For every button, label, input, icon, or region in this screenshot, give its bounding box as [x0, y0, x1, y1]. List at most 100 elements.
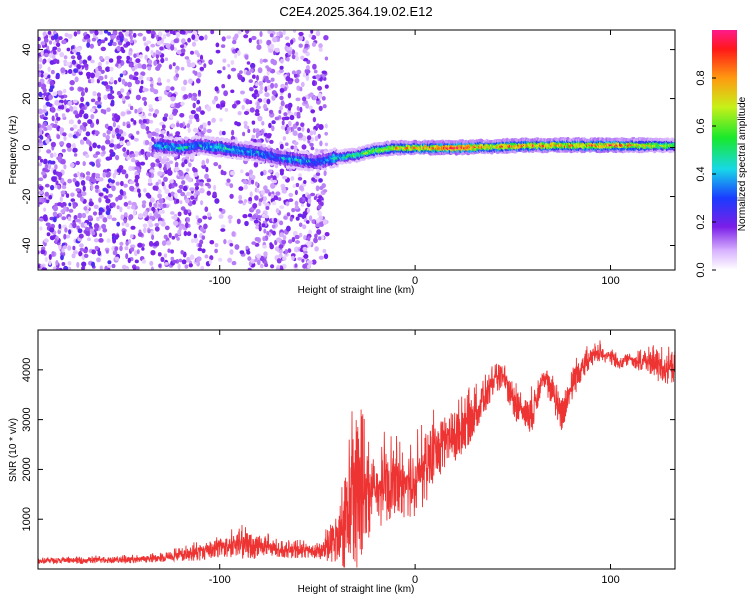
spectrogram-noise-cell [147, 132, 153, 139]
spectrogram-noise-cell [281, 120, 285, 126]
spectrogram-noise-cell [271, 125, 275, 132]
spectrogram-noise-cell [180, 101, 185, 106]
spectrogram-noise-cell [125, 253, 129, 260]
spectrogram-noise-cell [41, 267, 46, 270]
spectrogram-noise-cell [169, 179, 174, 184]
spectrogram-noise-cell [298, 35, 304, 41]
spectrogram-noise-cell [54, 164, 58, 170]
spectrogram-noise-cell [91, 231, 96, 236]
spectrogram-noise-cell [249, 191, 253, 198]
spectrogram-noise-cell [219, 118, 223, 122]
spectrogram-noise-cell [138, 54, 143, 59]
spectrogram-noise-cell [119, 206, 123, 213]
spectrogram-noise-cell [121, 30, 127, 33]
spectrogram-noise-cell [102, 150, 106, 155]
spectrogram-noise-cell [49, 227, 55, 233]
spectrogram-noise-cell [152, 242, 158, 247]
spectrogram-noise-cell [51, 160, 56, 165]
spectrogram-noise-cell [97, 65, 102, 72]
spectrogram-noise-cell [70, 198, 76, 203]
spectrogram-noise-cell [260, 190, 266, 195]
spectrogram-noise-cell [103, 94, 108, 101]
spectrogram-noise-cell [172, 108, 179, 114]
spectrogram-noise-cell [256, 44, 262, 50]
spectrogram-noise-cell [111, 185, 116, 192]
spectrogram-noise-cell [83, 248, 88, 254]
spectrogram-noise-cell [70, 55, 76, 60]
spectrogram-noise-cell [48, 254, 52, 260]
spectrogram-noise-cell [283, 112, 288, 117]
spectrogram-noise-cell [91, 37, 96, 42]
spectrogram-noise-cell [116, 45, 121, 52]
spectrogram-noise-cell [61, 104, 65, 110]
spectrogram-noise-cell [174, 166, 180, 172]
spectrogram-noise-cell [118, 77, 122, 83]
spectrogram-noise-cell [85, 171, 91, 176]
spectrogram-noise-cell [162, 116, 168, 122]
spectrogram-noise-cell [279, 34, 283, 38]
spectrogram-noise-cell [131, 153, 136, 158]
spectrogram-noise-cell [252, 74, 256, 79]
spectrogram-noise-cell [105, 156, 111, 161]
spectrogram-noise-cell [308, 33, 313, 38]
spectrogram-noise-cell [279, 232, 285, 238]
spectrogram-noise-cell [295, 216, 300, 221]
spectrogram-noise-cell [258, 201, 262, 207]
spectrogram-noise-cell [92, 153, 98, 159]
spectrogram-noise-cell [80, 140, 85, 145]
spectrogram-noise-cell [150, 230, 154, 236]
spectrogram-noise-cell [150, 266, 154, 270]
spectrogram-noise-cell [102, 217, 108, 223]
spectrogram-noise-cell [90, 72, 95, 79]
spectrogram-noise-cell [174, 161, 179, 167]
spectrogram-noise-cell [57, 184, 61, 190]
spectrogram-noise-cell [220, 224, 226, 229]
spectrogram-noise-cell [199, 181, 204, 187]
spectrogram-noise-cell [137, 188, 141, 193]
spectrogram-noise-cell [100, 108, 105, 114]
spectrogram-noise-cell [43, 73, 47, 79]
spectrogram-noise-cell [269, 33, 274, 38]
spectrogram-noise-cell [220, 44, 226, 48]
spectrogram-noise-cell [98, 197, 102, 203]
spectrogram-noise-cell [298, 173, 302, 178]
spectrogram-noise-cell [71, 59, 77, 65]
spectrogram-noise-cell [186, 256, 191, 263]
spectrogram-noise-cell [187, 177, 193, 183]
spectrogram-noise-cell [229, 183, 234, 189]
spectrogram-noise-cell [239, 250, 245, 255]
spectrogram-noise-cell [62, 132, 67, 137]
spectrogram-noise-cell [301, 258, 305, 263]
spectrogram-noise-cell [188, 114, 194, 120]
spectrogram-noise-cell [282, 235, 287, 241]
spectrogram-noise-cell [276, 31, 280, 36]
spectrogram-noise-cell [68, 229, 72, 235]
spectrogram-noise-cell [181, 259, 187, 265]
spectrogram-noise-cell [81, 191, 87, 197]
spectrogram-noise-cell [222, 66, 226, 71]
spectrogram-noise-cell [46, 149, 52, 154]
spectrogram-noise-cell [119, 140, 124, 146]
spectrogram-noise-cell [208, 259, 212, 265]
spectrogram-noise-cell [60, 190, 66, 195]
spectrogram-noise-cell [193, 192, 197, 198]
spectrogram-noise-cell [254, 258, 258, 263]
spectrogram-noise-cell [110, 34, 116, 39]
spectrogram-noise-cell [116, 134, 121, 140]
spectrogram-noise-cell [168, 232, 172, 238]
spectrogram-noise-cell [58, 245, 62, 250]
spectrogram-noise-cell [38, 190, 44, 195]
spectrogram-noise-cell [223, 239, 227, 245]
spectrogram-noise-cell [43, 238, 49, 243]
spectrogram-noise-cell [58, 223, 62, 229]
spectrogram-noise-cell [189, 254, 195, 260]
spectrogram-noise-cell [62, 185, 67, 190]
spectrogram-noise-cell [200, 110, 205, 115]
spectrogram-noise-cell [90, 185, 94, 191]
spectrogram-noise-cell [186, 123, 191, 129]
spectrogram-noise-cell [48, 40, 53, 45]
spectrogram-noise-cell [191, 34, 196, 40]
spectrogram-noise-cell [237, 74, 243, 80]
spectrogram-noise-cell [47, 66, 51, 72]
